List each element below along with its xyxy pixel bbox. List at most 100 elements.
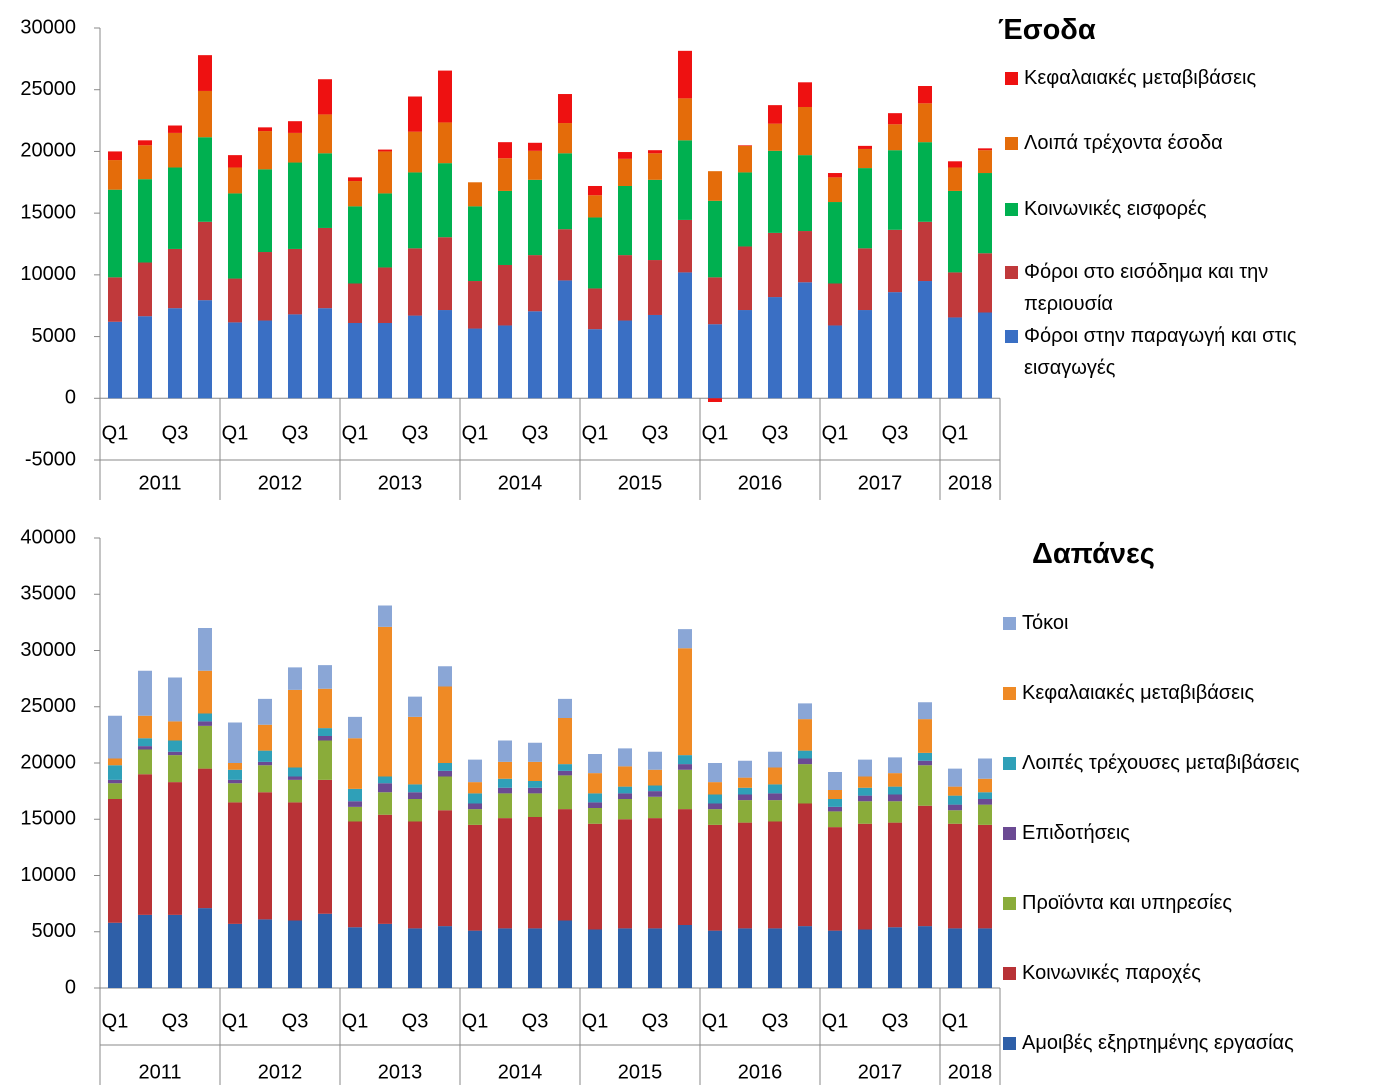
bar-segment <box>708 200 722 278</box>
bar-segment <box>108 758 122 766</box>
bar-segment <box>228 278 242 323</box>
bar-segment <box>378 267 392 323</box>
bar-segment <box>828 811 842 828</box>
bar-segment <box>858 145 872 149</box>
legend-swatch <box>1005 72 1018 85</box>
bar-segment <box>828 202 842 284</box>
bar-segment <box>348 801 362 807</box>
legend-item: Λοιπά τρέχοντα έσοδα <box>1005 127 1223 159</box>
bar-segment <box>678 629 692 649</box>
bar-segment <box>558 718 572 765</box>
bar-segment <box>588 823 602 930</box>
bar-segment <box>858 148 872 169</box>
bar-segment <box>318 308 332 399</box>
legend-swatch <box>1003 617 1016 630</box>
bar-segment <box>708 930 722 988</box>
bar-segment <box>348 322 362 399</box>
bar-segment <box>978 824 992 929</box>
bar-segment <box>588 217 602 289</box>
bar-segment <box>528 255 542 312</box>
bar-segment <box>978 253 992 313</box>
bar-segment <box>858 776 872 788</box>
bar-segment <box>168 755 182 783</box>
bar-segment <box>768 928 782 988</box>
bar-segment <box>108 151 122 161</box>
bar-segment <box>438 770 452 777</box>
bar-segment <box>438 237 452 311</box>
bar-segment <box>408 716 422 785</box>
bar-segment <box>528 928 542 988</box>
bar-segment <box>948 272 962 318</box>
legend-item: Κοινωνικές παροχές <box>1003 957 1201 989</box>
bar-segment <box>288 314 302 399</box>
group-label: 2018 <box>948 472 993 494</box>
legend-label: Λοιπές τρέχουσες μεταβιβάσεις <box>1022 752 1300 774</box>
bar-segment <box>588 808 602 824</box>
bar-segment <box>348 806 362 822</box>
bar-segment <box>258 919 272 988</box>
bar-segment <box>348 283 362 323</box>
bar-segment <box>378 776 392 784</box>
bar-segment <box>198 768 212 909</box>
y-tick-label: 20000 <box>20 140 76 162</box>
bar-segment <box>888 822 902 928</box>
bar-segment <box>258 792 272 920</box>
bar-segment <box>528 787 542 794</box>
bar-segment <box>108 189 122 278</box>
x-tick-label: Q3 <box>882 422 909 444</box>
bar-segment <box>318 736 332 741</box>
x-tick-label: Q1 <box>822 422 849 444</box>
bar-segment <box>828 930 842 988</box>
bar-segment <box>228 769 242 780</box>
bar-segment <box>918 926 932 988</box>
bar-segment <box>948 167 962 191</box>
bar-segment <box>978 928 992 988</box>
bar-segment <box>588 329 602 399</box>
bar-segment <box>198 221 212 301</box>
bar-segment <box>618 158 632 186</box>
bar-segment <box>738 760 752 778</box>
bar-segment <box>858 787 872 796</box>
x-tick-label: Q1 <box>462 1010 489 1032</box>
bar-segment <box>258 131 272 170</box>
bar-segment <box>888 927 902 988</box>
group-label: 2011 <box>138 472 181 494</box>
legend-item: Κεφαλαιακές μεταβιβάσεις <box>1005 62 1256 94</box>
bar-segment <box>438 810 452 927</box>
bar-segment <box>108 321 122 399</box>
bar-segment <box>798 719 812 751</box>
bar-segment <box>498 142 512 159</box>
bar-segment <box>498 787 512 794</box>
bar-segment <box>768 821 782 929</box>
bar-segment <box>738 822 752 929</box>
legend-label: Προϊόντα και υπηρεσίες <box>1022 892 1233 914</box>
bar-segment <box>768 150 782 233</box>
bar-segment <box>438 763 452 771</box>
bar-segment <box>198 670 212 714</box>
bar-segment <box>978 799 992 805</box>
bar-segment <box>648 314 662 399</box>
legend-swatch <box>1003 827 1016 840</box>
legend-item: Αμοιβές εξηρτημένης εργασίας <box>1003 1027 1294 1059</box>
bar-segment <box>948 804 962 811</box>
bar-segment <box>318 665 332 689</box>
bar-segment <box>648 769 662 786</box>
bar-segment <box>168 751 182 756</box>
legend-label: Κεφαλαιακές μεταβιβάσεις <box>1022 682 1255 704</box>
bar-segment <box>768 105 782 124</box>
bar-segment <box>888 773 902 787</box>
bar-segment <box>468 328 482 399</box>
bar-segment <box>288 689 302 768</box>
legend-swatch <box>1003 757 1016 770</box>
bar-segment <box>618 320 632 399</box>
bar-segment <box>918 221 932 282</box>
bar-segment <box>138 774 152 915</box>
bar-segment <box>918 702 932 720</box>
bar-segment <box>528 781 542 788</box>
bar-segment <box>198 628 212 671</box>
y-tick-label: 35000 <box>20 583 76 605</box>
bar-segment <box>528 761 542 781</box>
group-label: 2017 <box>858 1061 903 1083</box>
bar-segment <box>378 923 392 988</box>
bar-segment <box>918 752 932 761</box>
